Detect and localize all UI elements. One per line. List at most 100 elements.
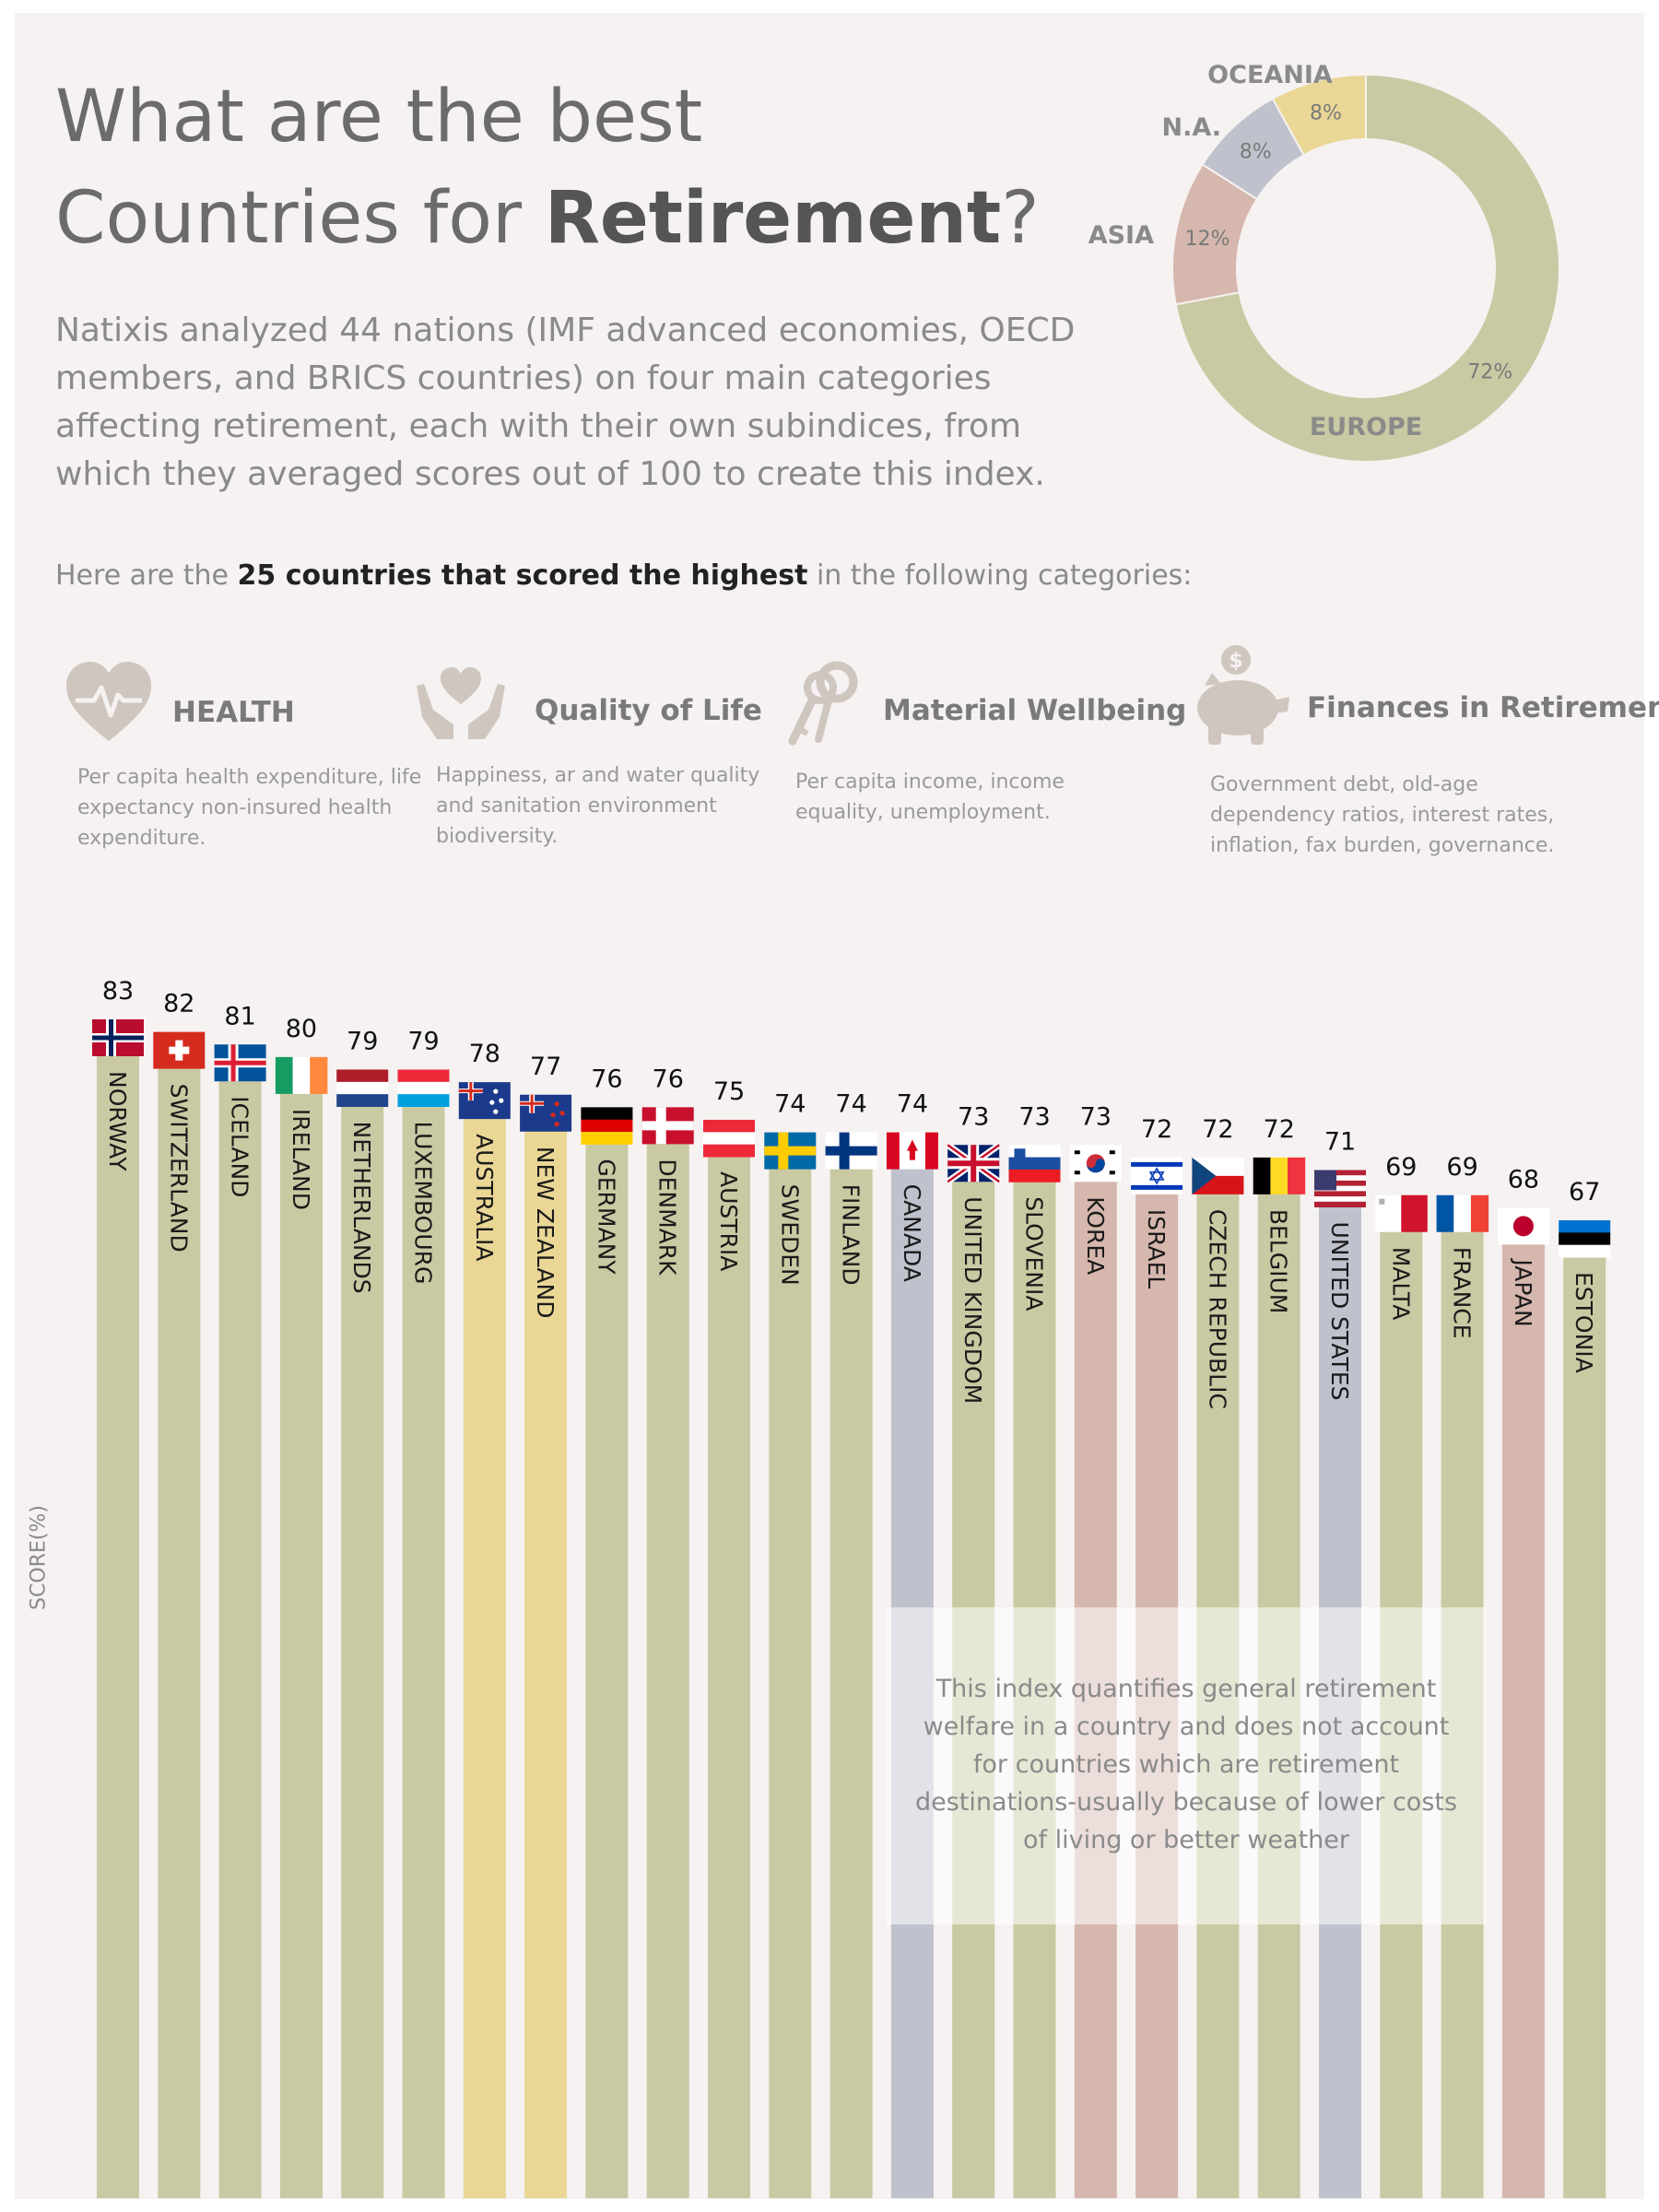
bar-value-label: 79 [347, 1028, 378, 1056]
donut-region-label: EUROPE [1310, 413, 1422, 441]
heart-pulse-icon [66, 662, 151, 741]
czech-republic-flag [1192, 1157, 1244, 1194]
new-zealand-flag [520, 1094, 572, 1132]
donut-region-label: ASIA [1088, 221, 1154, 250]
bar-value-label: 73 [958, 1102, 989, 1131]
bar-value-label: 71 [1324, 1128, 1356, 1157]
united-kingdom-flag [946, 1142, 1002, 1185]
donut-region-label: OCEANIA [1207, 61, 1333, 89]
page-title: What are the best Countries for Retireme… [55, 66, 1040, 269]
country-label: NETHERLANDS [348, 1122, 375, 1294]
country-label: ESTONIA [1571, 1272, 1597, 1373]
subhead-prefix: Here are the [55, 559, 238, 592]
category-title: Finances in Retirement [1307, 691, 1659, 724]
country-label: CZECH REPUBLIC [1204, 1209, 1230, 1409]
donut-value-label: 12% [1185, 228, 1230, 251]
country-label: UNITED STATES [1326, 1222, 1353, 1401]
country-label: CANADA [899, 1184, 925, 1282]
title-suffix: ? [1001, 177, 1040, 260]
finland-flag [825, 1132, 877, 1170]
bar-netherlands [341, 1093, 384, 2198]
bar-estonia [1563, 1244, 1606, 2198]
category-title: HEALTH [172, 696, 295, 729]
country-label: JAPAN [1510, 1257, 1536, 1326]
donut-value-label: 72% [1467, 361, 1512, 384]
country-label: FINLAND [838, 1184, 865, 1286]
donut-slice-europe [1174, 73, 1560, 463]
bar-austria [708, 1144, 750, 2198]
donut-value-label: 8% [1240, 140, 1272, 163]
subheading: Here are the 25 countries that scored th… [55, 559, 1192, 592]
estonia-flag [1559, 1220, 1611, 1258]
bar-value-label: 69 [1385, 1153, 1417, 1182]
country-label: FRANCE [1449, 1247, 1476, 1339]
piggy-bank-icon: $ [1197, 645, 1289, 745]
title-line-2: Countries for Retirement? [55, 168, 1040, 269]
malta-flag [1375, 1194, 1428, 1232]
category-description: Government debt, old-age dependency rati… [1210, 773, 1555, 857]
bar-value-label: 76 [653, 1065, 684, 1093]
bar-value-label: 73 [1080, 1102, 1112, 1131]
korea-flag [1069, 1145, 1122, 1182]
country-label: LUXEMBOURG [410, 1122, 437, 1285]
bar-new-zealand [524, 1118, 568, 2198]
bar-value-label: 72 [1264, 1115, 1295, 1144]
country-label: AUSTRALIA [471, 1134, 498, 1261]
bar-finland [830, 1156, 873, 2198]
bar-ireland [279, 1080, 323, 2198]
bar-value-label: 74 [774, 1090, 806, 1119]
bar-value-label: 77 [530, 1053, 561, 1081]
country-label: DENMARK [654, 1159, 681, 1276]
bar-iceland [218, 1068, 262, 2198]
note-text: This index quantifies general retirement… [914, 1675, 1458, 1854]
japan-flag [1497, 1207, 1549, 1245]
bar-value-label: 72 [1141, 1115, 1172, 1144]
category-description: Per capita health expenditure, life expe… [77, 766, 422, 850]
bar-value-label: 79 [407, 1028, 439, 1056]
country-label: IRELAND [288, 1109, 314, 1210]
intro-paragraph: Natixis analyzed 44 nations (IMF advance… [55, 312, 1076, 493]
donut-slice-oceania [1271, 73, 1367, 157]
country-label: AUSTRIA [715, 1171, 742, 1271]
norway-flag [92, 1019, 144, 1056]
donut-value-label: 8% [1310, 101, 1342, 124]
bar-value-label: 74 [835, 1090, 866, 1119]
bar-germany [585, 1131, 629, 2198]
bar-value-label: 72 [1202, 1115, 1233, 1144]
ireland-flag [275, 1056, 328, 1094]
subhead-suffix: in the following categories: [807, 559, 1193, 592]
country-label: SWEDEN [776, 1184, 803, 1286]
bar-value-label: 83 [102, 977, 134, 1006]
australia-flag [458, 1082, 511, 1120]
donut-region-label: N.A. [1161, 113, 1221, 142]
category-description: Happiness, ar and water quality and sani… [436, 764, 760, 848]
country-label: UNITED KINGDOM [959, 1196, 986, 1404]
country-label: GERMANY [593, 1159, 619, 1275]
title-emphasis: Retirement [544, 177, 1002, 260]
slovenia-flag [1008, 1145, 1061, 1182]
bar-value-label: 69 [1446, 1153, 1477, 1182]
germany-flag [581, 1107, 633, 1145]
y-axis-label: SCORE(%) [27, 1505, 51, 1610]
subhead-emphasis: 25 countries that scored the highest [237, 559, 808, 592]
keys-icon [788, 661, 858, 746]
country-label: ISRAEL [1143, 1209, 1170, 1288]
country-label: BELGIUM [1265, 1209, 1292, 1314]
austria-flag [703, 1120, 755, 1158]
switzerland-flag [153, 1031, 206, 1069]
region-donut-chart: 72% EUROPE 12% ASIA 8% N.A. 8% OCEANIA [1088, 61, 1560, 463]
country-label: SWITZERLAND [165, 1084, 192, 1253]
bar-luxembourg [402, 1093, 445, 2198]
canada-flag [886, 1132, 938, 1170]
country-label: NEW ZEALAND [532, 1147, 559, 1319]
country-label: KOREA [1082, 1196, 1109, 1275]
france-flag [1436, 1194, 1489, 1232]
luxembourg-flag [397, 1069, 450, 1107]
bar-value-label: 81 [224, 1002, 255, 1030]
bar-value-label: 80 [286, 1015, 317, 1043]
bar-value-label: 67 [1569, 1178, 1600, 1206]
note-box: This index quantifies general retirement… [887, 1607, 1486, 1924]
bar-australia [463, 1106, 506, 2198]
bar-japan [1501, 1231, 1545, 2198]
